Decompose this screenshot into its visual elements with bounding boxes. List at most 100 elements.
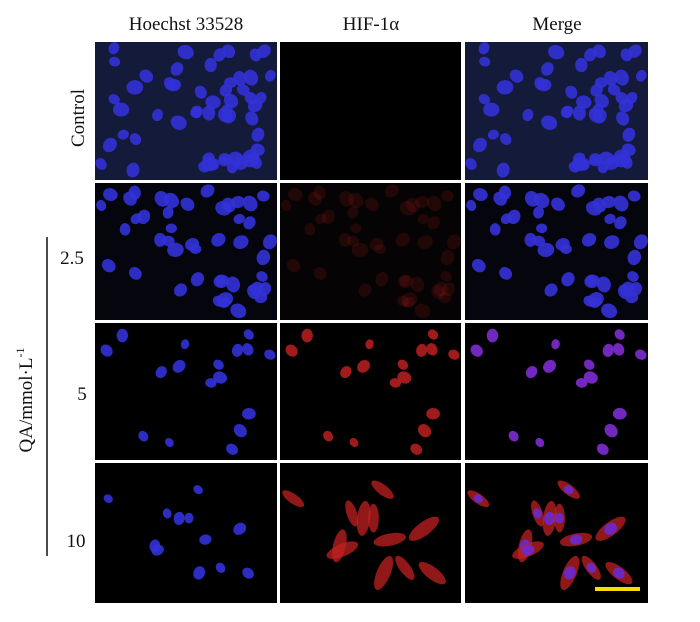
cell-red (347, 206, 359, 219)
nucleus (635, 349, 647, 360)
nucleus (604, 213, 616, 224)
row-label: 10 (67, 531, 86, 552)
nucleus (622, 127, 636, 142)
nucleus (496, 162, 510, 178)
cell-red (313, 185, 326, 200)
panels (95, 42, 648, 603)
cell-red (426, 408, 440, 420)
cell-red (415, 196, 429, 209)
nucleus (522, 108, 534, 122)
nucleus (265, 69, 276, 82)
cell-red (301, 328, 313, 343)
nucleus (101, 259, 116, 273)
cell-red (416, 343, 428, 357)
cell-red (346, 235, 360, 247)
cell-red (339, 191, 354, 207)
nucleus (112, 102, 130, 117)
nucleus (583, 359, 595, 370)
cell-red (438, 292, 452, 304)
cell-red (358, 283, 372, 297)
nucleus (628, 44, 642, 58)
nucleus (108, 42, 120, 55)
nucleus (555, 238, 570, 251)
column-header: HIF-1α (343, 14, 399, 35)
cell-red (440, 249, 455, 266)
nucleus (137, 209, 151, 225)
cell-red (397, 295, 410, 307)
nucleus (604, 522, 617, 535)
nucleus (614, 329, 625, 340)
cell-red (365, 197, 379, 211)
nucleus (190, 105, 203, 118)
nucleus (116, 328, 128, 343)
axis-label-text: QA/mmol·L (16, 358, 37, 453)
row-label: Control (68, 89, 89, 147)
nucleus (636, 69, 647, 82)
nucleus (524, 232, 537, 247)
nucleus (486, 328, 499, 343)
nucleus (533, 508, 542, 519)
nucleus (483, 102, 500, 117)
nucleus (541, 62, 554, 76)
nucleus (242, 567, 254, 579)
cell-red (397, 371, 412, 384)
nucleus (237, 84, 250, 96)
nucleus (172, 360, 186, 373)
cell-red (287, 188, 303, 201)
nucleus (162, 206, 174, 219)
cell-red (418, 562, 446, 585)
nucleus (218, 156, 231, 167)
nucleus (582, 233, 597, 247)
nucleus (223, 93, 239, 108)
cell-red (313, 266, 327, 280)
nucleus (583, 371, 598, 384)
nucleus (233, 522, 247, 535)
nucleus (466, 199, 477, 212)
nucleus (256, 271, 268, 282)
nucleus (496, 80, 514, 95)
nucleus (590, 83, 603, 97)
cell-red (399, 274, 410, 287)
nucleus (588, 156, 601, 167)
nucleus (219, 83, 233, 97)
nucleus (489, 223, 501, 236)
cell-red (323, 430, 334, 442)
nucleus (498, 185, 512, 200)
cell-red (427, 329, 439, 340)
nucleus (215, 274, 226, 287)
nucleus (573, 105, 586, 121)
nucleus (499, 266, 513, 280)
nucleus (128, 185, 141, 200)
nucleus (185, 238, 200, 251)
nucleus (170, 115, 187, 130)
cell-red (440, 271, 452, 282)
nucleus (200, 184, 215, 198)
nucleus (226, 443, 238, 455)
nucleus (555, 512, 564, 524)
row-label: 5 (77, 384, 87, 405)
nucleus (585, 201, 603, 216)
cell-red (447, 234, 461, 250)
cell-red (395, 555, 415, 580)
cell-red (408, 516, 439, 541)
nucleus (627, 190, 641, 202)
nucleus (243, 329, 254, 340)
nucleus (561, 272, 575, 287)
nucleus (152, 108, 164, 122)
nucleus (126, 162, 140, 178)
nucleus (633, 234, 648, 250)
micrograph (280, 463, 461, 603)
nucleus (544, 511, 556, 526)
nucleus (521, 544, 535, 556)
nucleus (613, 195, 629, 212)
nucleus (487, 129, 500, 140)
nucleus (180, 197, 195, 211)
nucleus (563, 485, 574, 495)
nucleus (109, 56, 121, 67)
nucleus (548, 44, 565, 60)
nucleus (184, 512, 194, 524)
cell-red (356, 500, 371, 536)
nucleus (573, 152, 586, 164)
nucleus (565, 85, 578, 99)
nucleus (119, 223, 131, 236)
